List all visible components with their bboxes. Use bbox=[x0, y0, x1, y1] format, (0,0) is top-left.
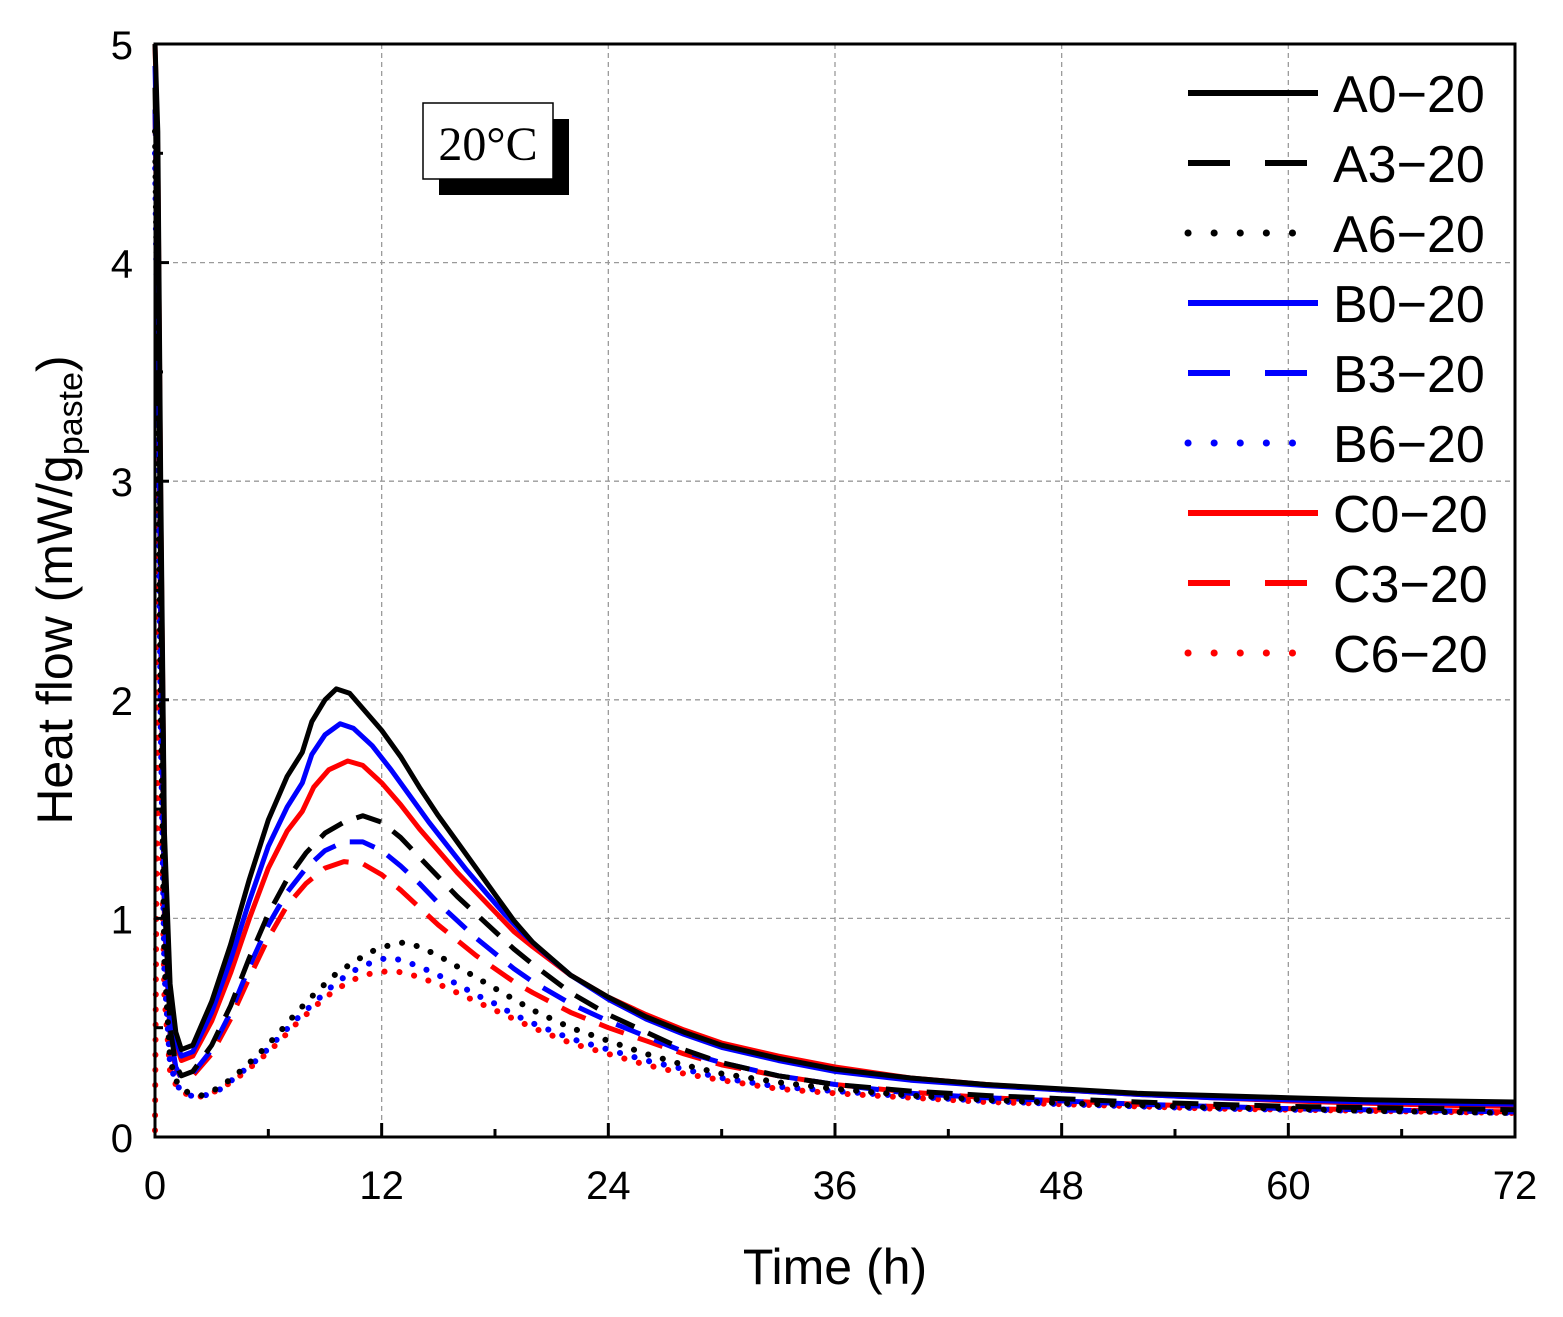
legend-label: B6−20 bbox=[1333, 416, 1485, 474]
annotation-text: 20°C bbox=[438, 118, 537, 171]
y-tick-label: 5 bbox=[111, 24, 133, 68]
x-tick-label: 36 bbox=[813, 1164, 858, 1208]
temperature-annotation: 20°C bbox=[422, 102, 569, 195]
y-axis-label: Heat flow (mW/gpaste) bbox=[27, 355, 90, 824]
legend: A0−20 A3−20 A6−20 B0−20 B3−20 B6−20 C0−20 C3−20… bbox=[1184, 66, 1488, 684]
series-lines bbox=[152, 43, 1518, 1134]
x-tick-label: 60 bbox=[1266, 1164, 1311, 1208]
annotation-box bbox=[422, 102, 554, 180]
x-tick-label: 0 bbox=[144, 1164, 166, 1208]
series-line-c620 bbox=[152, 478, 1518, 1134]
x-tick-label: 24 bbox=[586, 1164, 631, 1208]
y-axis-label-subscript: paste bbox=[52, 372, 90, 455]
legend-label: A3−20 bbox=[1333, 136, 1485, 194]
legend-label: C6−20 bbox=[1333, 626, 1488, 684]
y-tick-label: 0 bbox=[111, 1117, 133, 1161]
legend-label: B0−20 bbox=[1333, 276, 1485, 334]
x-axis-label: Time (h) bbox=[743, 1239, 927, 1295]
y-axis-label-main: Heat flow (mW/g bbox=[27, 455, 83, 825]
x-tick-label: 72 bbox=[1493, 1164, 1538, 1208]
series-line-b320 bbox=[152, 109, 1516, 1115]
y-tick-label: 4 bbox=[111, 243, 133, 287]
grid bbox=[155, 44, 1515, 1137]
y-tick-label: 1 bbox=[111, 898, 133, 942]
series-line-a620 bbox=[152, 128, 1518, 1116]
y-tick-label: 2 bbox=[111, 680, 133, 724]
legend-label: C3−20 bbox=[1333, 556, 1488, 614]
legend-label: A0−20 bbox=[1333, 66, 1485, 124]
legend-label: C0−20 bbox=[1333, 486, 1488, 544]
x-tick-label: 12 bbox=[359, 1164, 404, 1208]
y-axis-label-close: ) bbox=[27, 355, 83, 372]
legend-label: B3−20 bbox=[1333, 346, 1485, 404]
legend-label: A6−20 bbox=[1333, 206, 1485, 264]
y-tick-label: 3 bbox=[111, 461, 133, 505]
x-tick-label: 48 bbox=[1039, 1164, 1084, 1208]
series-line-a320 bbox=[152, 87, 1516, 1113]
series-line-a020 bbox=[152, 43, 1516, 1105]
